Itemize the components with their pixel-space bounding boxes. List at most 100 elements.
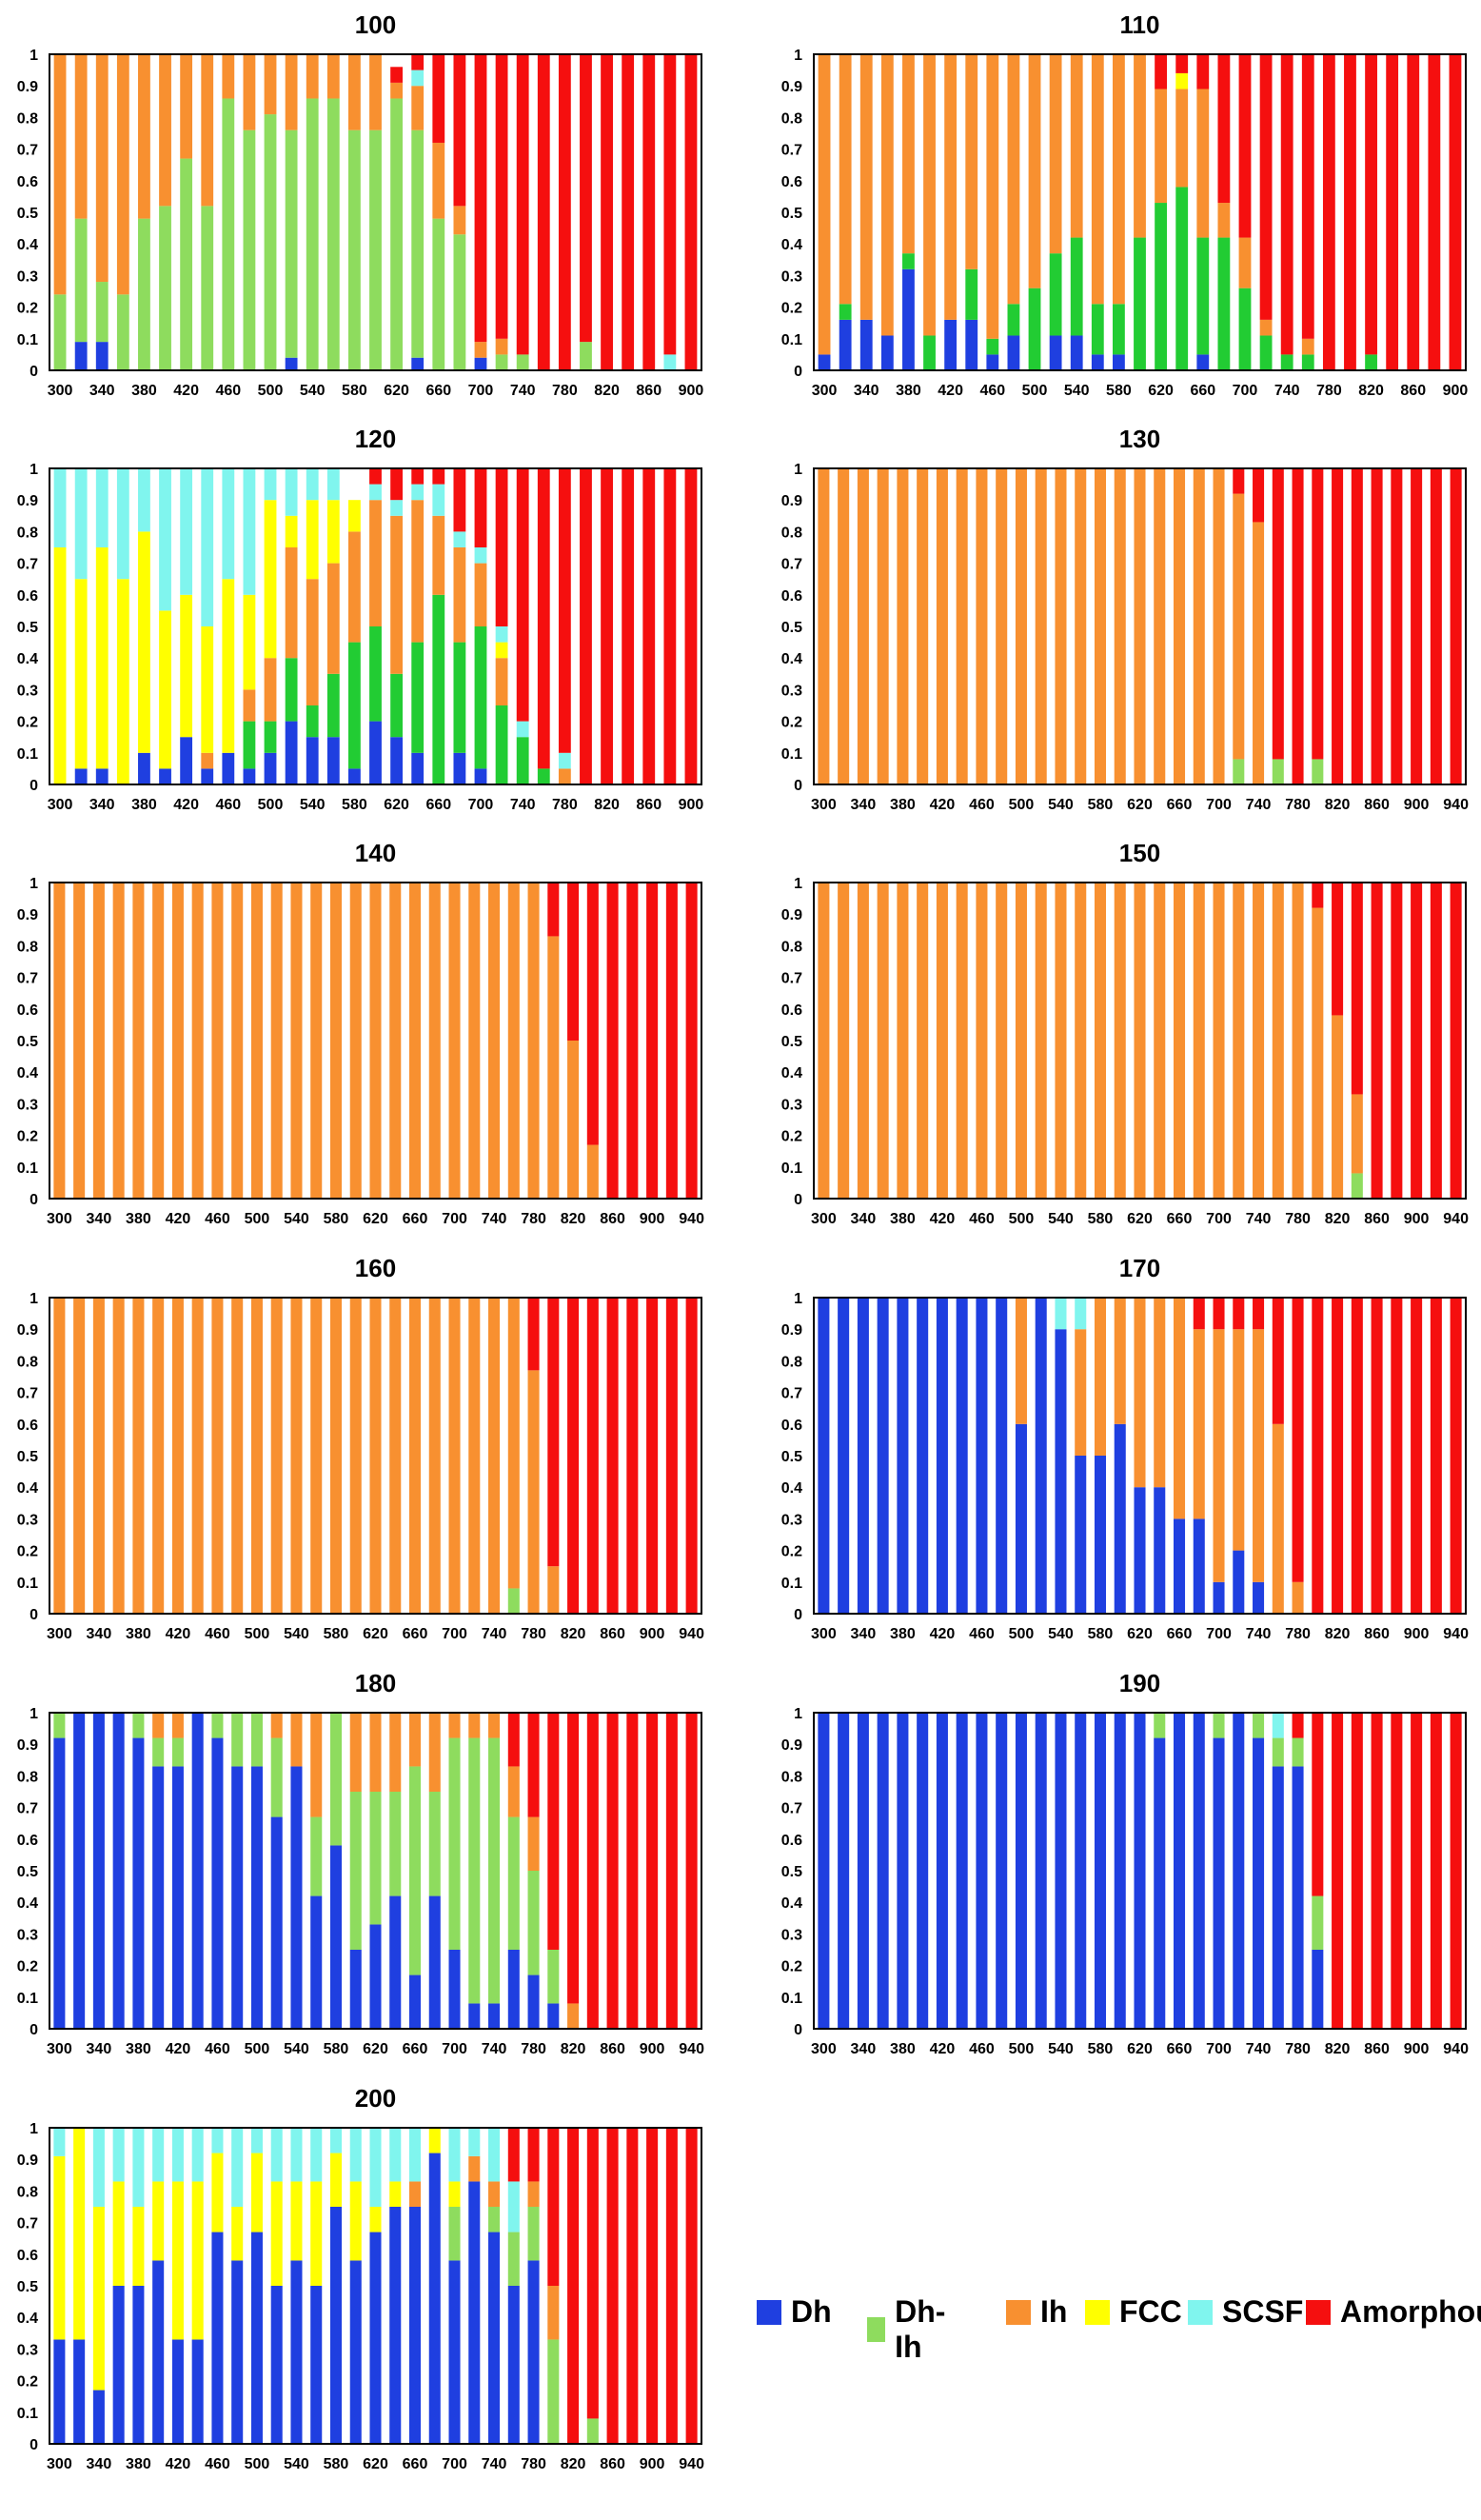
bar-segment (1114, 468, 1126, 784)
bar-segment (116, 294, 129, 370)
bar-segment (1233, 468, 1245, 494)
bar-segment (409, 883, 422, 1199)
plot-frame (49, 53, 702, 371)
bar-segment (1154, 1713, 1166, 1738)
bar-segment (1253, 1329, 1265, 1582)
chart-panel-100: 100 0 0.1 0.2 0.3 0.4 0.5 0.6 0.7 0.8 0.9 1 300 340 38… (17, 10, 704, 399)
bar-segment (1007, 335, 1020, 370)
bar-segment (1351, 468, 1363, 784)
bar-segment (877, 1713, 889, 2029)
chart-panel-140: 140 0 0.1 0.2 0.3 0.4 0.5 0.6 0.7 0.8 0.9 1 300 340 38… (17, 839, 704, 1227)
bar-segment (1075, 1456, 1087, 1614)
bar-segment (1091, 354, 1104, 370)
y-tick-label: 0.9 (781, 1737, 802, 1754)
bar-segment (586, 1713, 599, 2029)
bar-segment (495, 626, 508, 643)
bar-segment (468, 2003, 481, 2029)
x-tick-label: 420 (173, 383, 199, 399)
legend-item-dh: Dh (757, 2294, 832, 2330)
bar-segment (1391, 1298, 1403, 1614)
x-tick-label: 740 (1246, 1211, 1272, 1227)
bar-segment (326, 737, 340, 784)
y-tick-label: 0.2 (17, 715, 38, 731)
bar-segment (646, 1713, 659, 2029)
bar-segment (1351, 1094, 1363, 1174)
bar-segment (495, 338, 508, 355)
bar-segment (53, 547, 67, 784)
bar-segment (495, 658, 508, 705)
bar-segment (453, 206, 466, 235)
y-tick-label: 0.1 (781, 746, 802, 763)
x-tick-label: 340 (87, 1626, 112, 1642)
bar-segment (74, 342, 88, 370)
legend-swatch (757, 2299, 781, 2325)
chart-panel-200: 200 0 0.1 0.2 0.3 0.4 0.5 0.6 0.7 0.8 0.9 1 300 340 38… (17, 2084, 704, 2472)
bar-segment (495, 705, 508, 784)
bar-segment (448, 1737, 461, 1950)
y-tick-label: 0.4 (781, 237, 802, 253)
bar-segment (902, 54, 915, 254)
bar-segment (547, 936, 560, 1199)
bar-segment (527, 1974, 540, 2029)
bar-segment (191, 1298, 204, 1614)
y-tick-label: 0.9 (17, 1322, 38, 1339)
bar-segment (53, 2339, 66, 2444)
bar-segment (1094, 468, 1107, 784)
bar-segment (1175, 187, 1189, 370)
bar-segment (839, 319, 852, 370)
bar-segment (1213, 883, 1225, 1199)
chart-title: 190 (1119, 1669, 1160, 1697)
bar-segment (1272, 1298, 1284, 1424)
bar-segment (92, 1298, 105, 1614)
bar-segment (390, 98, 404, 370)
x-tick-label: 500 (1009, 797, 1035, 813)
bar-segment (432, 515, 445, 595)
bar-segment (243, 721, 256, 769)
bar-segment (390, 67, 404, 83)
bar-segment (348, 500, 361, 532)
bar-segment (369, 883, 382, 1199)
bar-segment (348, 129, 361, 370)
bar-segment (138, 752, 150, 784)
bar-segment (923, 54, 936, 336)
bar-segment (516, 468, 529, 722)
bar-segment (857, 883, 869, 1199)
bar-segment (917, 468, 929, 784)
bar-segment (880, 335, 894, 370)
bar-segment (171, 1713, 184, 1738)
y-tick-label: 0.1 (781, 1161, 802, 1177)
y-tick-label: 0.7 (781, 557, 802, 573)
y-tick-label: 0.4 (781, 1480, 802, 1497)
x-tick-label: 300 (811, 1626, 837, 1642)
y-tick-label: 0.5 (781, 206, 802, 222)
bar-segment (1253, 1713, 1265, 1738)
bar-segment (116, 468, 129, 580)
bar-segment (547, 2339, 560, 2444)
bar-segment (1253, 883, 1265, 1199)
bar-segment (264, 721, 277, 753)
y-tick-label: 0.6 (17, 174, 38, 190)
bar-segment (180, 158, 193, 370)
x-tick-label: 900 (1404, 797, 1430, 813)
bar-segment (1075, 1298, 1087, 1330)
y-tick-label: 0.3 (17, 1097, 38, 1113)
bar-segment (897, 1298, 909, 1614)
bar-segment (326, 500, 340, 564)
bar-segment (507, 1950, 520, 2029)
bar-segment (507, 2232, 520, 2286)
bar-segment (250, 1766, 263, 2029)
bar-segment (243, 594, 256, 690)
bar-segment (448, 2207, 461, 2261)
bar-segment (1134, 1298, 1146, 1488)
bar-segment (132, 1737, 145, 2029)
bar-segment (547, 1298, 560, 1567)
bar-segment (1322, 54, 1335, 370)
bar-segment (285, 515, 298, 547)
bar-segment (1035, 1298, 1047, 1614)
x-tick-label: 620 (1127, 2041, 1153, 2057)
bar-segment (211, 1298, 224, 1614)
x-tick-label: 940 (679, 1211, 704, 1227)
x-tick-label: 780 (552, 383, 578, 399)
x-tick-label: 300 (48, 383, 73, 399)
y-tick-label: 0.1 (781, 1991, 802, 2007)
